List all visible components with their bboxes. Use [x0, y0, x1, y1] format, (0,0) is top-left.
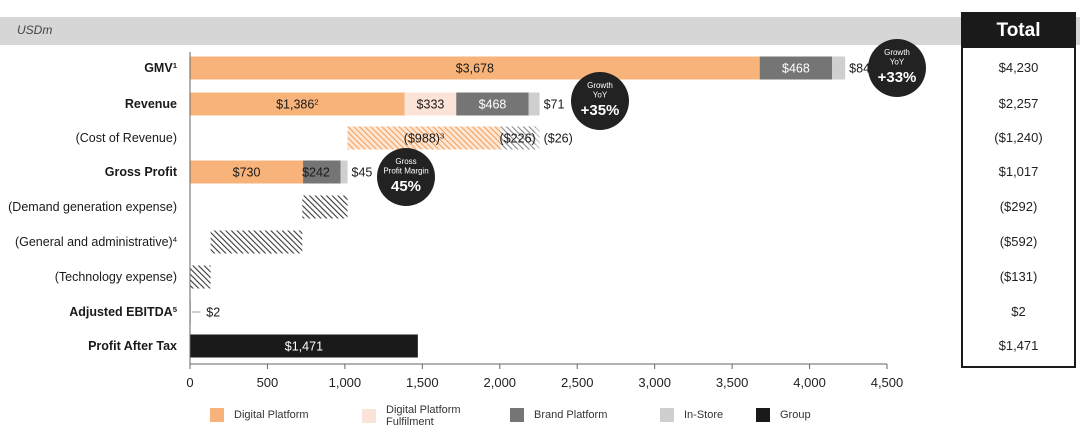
legend-swatch	[210, 408, 224, 422]
total-value: $2,257	[998, 96, 1039, 111]
legend-item: Brand Platform	[510, 408, 607, 422]
row-label: (Demand generation expense)	[8, 200, 177, 214]
annotation-caption: Profit Margin	[383, 167, 428, 176]
data-label: $3,678	[456, 62, 494, 76]
data-label: $45	[352, 166, 373, 180]
row-label: Gross Profit	[105, 165, 178, 179]
x-tick-label: 2,500	[561, 375, 594, 390]
total-value: ($1,240)	[994, 130, 1043, 145]
annotation-value: +35%	[581, 102, 620, 119]
annotation-value: +33%	[878, 69, 917, 86]
x-tick-label: 4,000	[793, 375, 826, 390]
annotation-caption: YoY	[890, 58, 905, 67]
legend-item: In-Store	[660, 408, 723, 422]
legend-swatch	[510, 408, 524, 422]
bar-segment	[759, 56, 833, 80]
data-label: ($226)	[500, 132, 536, 146]
data-label: $84	[849, 62, 870, 76]
annotation-circle	[571, 72, 629, 130]
x-tick-label: 500	[257, 375, 279, 390]
data-label: $333	[417, 98, 445, 112]
data-label: ($988)3	[404, 131, 444, 146]
legend-swatch	[362, 409, 376, 423]
unit-label: USDm	[17, 23, 53, 37]
bar-segment	[190, 160, 304, 184]
row-label: (Cost of Revenue)	[76, 131, 177, 145]
total-value: ($592)	[999, 234, 1038, 249]
total-value: $4,230	[998, 60, 1039, 75]
annotation-circle	[377, 148, 435, 206]
total-panel: Total $4,230 $2,257 ($1,240) $1,017 ($292) ($…	[961, 12, 1076, 368]
annotation-caption: Growth	[587, 81, 613, 90]
row-label: (Technology expense)	[55, 270, 177, 284]
bar-segment	[500, 126, 536, 150]
data-label: ($26)	[544, 132, 573, 146]
bar-segment	[404, 92, 457, 116]
x-tick-label: 1,500	[406, 375, 439, 390]
total-value: $1,017	[998, 164, 1039, 179]
bar-segment	[340, 160, 348, 184]
legend-swatch	[660, 408, 674, 422]
bar-segment	[302, 195, 348, 219]
bar-chart: $3,678 $468 $84 $1,3862 $333 $468 $71 ($988)3 ($…	[8, 39, 926, 390]
row-label: GMV1	[144, 61, 177, 76]
bar-segment	[456, 92, 529, 116]
data-label: $2	[206, 306, 220, 320]
bar-segment	[190, 265, 211, 289]
x-tick-label: 3,000	[638, 375, 671, 390]
bar-segment	[535, 126, 540, 150]
legend-swatch	[756, 408, 770, 422]
annotation-caption: Gross	[395, 157, 416, 166]
annotation-caption: Growth	[884, 48, 910, 57]
data-label: $468	[479, 98, 507, 112]
bar-segment	[347, 126, 501, 150]
row-label: Profit After Tax	[88, 339, 177, 353]
bar-segment	[210, 230, 303, 254]
x-tick-label: 0	[186, 375, 193, 390]
bar-segment	[190, 56, 760, 80]
data-label: $730	[233, 166, 261, 180]
legend-item: Group	[756, 408, 811, 422]
bar-segment	[832, 56, 846, 80]
legend-label: Digital Platform Fulfilment	[386, 404, 461, 428]
x-tick-label: 3,500	[716, 375, 749, 390]
data-label: $1,471	[285, 340, 323, 354]
total-header: Total	[963, 14, 1074, 48]
total-value: ($292)	[999, 199, 1038, 214]
legend-item: Digital Platform Fulfilment	[362, 404, 482, 428]
data-label: $1,3862	[276, 97, 319, 112]
legend-item: Digital Platform	[210, 408, 309, 422]
data-label: $468	[782, 62, 810, 76]
legend: Digital Platform Digital Platform Fulfilm…	[210, 404, 830, 444]
legend-label: In-Store	[684, 409, 724, 421]
total-value: $1,471	[998, 338, 1039, 353]
x-tick-label: 1,000	[329, 375, 362, 390]
legend-label: Group	[780, 409, 811, 421]
annotation-circle	[868, 39, 926, 97]
data-label: $242	[302, 166, 330, 180]
row-label: (General and administrative)4	[15, 235, 178, 250]
row-label: Revenue	[125, 97, 177, 111]
total-value: ($131)	[999, 269, 1038, 284]
data-label: $71	[544, 98, 565, 112]
annotation-caption: YoY	[593, 91, 608, 100]
x-tick-label: 4,500	[871, 375, 904, 390]
bar-segment	[190, 334, 418, 358]
legend-label: Digital Platform	[234, 409, 309, 421]
x-tick-label: 2,000	[484, 375, 517, 390]
bar-segment	[303, 160, 341, 184]
total-value: $2	[1011, 304, 1026, 319]
annotation-value: 45%	[391, 178, 421, 195]
bar-segment	[528, 92, 540, 116]
row-label: Adjusted EBITDA5	[69, 305, 177, 320]
legend-label: Brand Platform	[534, 409, 608, 421]
bar-segment	[190, 92, 405, 116]
